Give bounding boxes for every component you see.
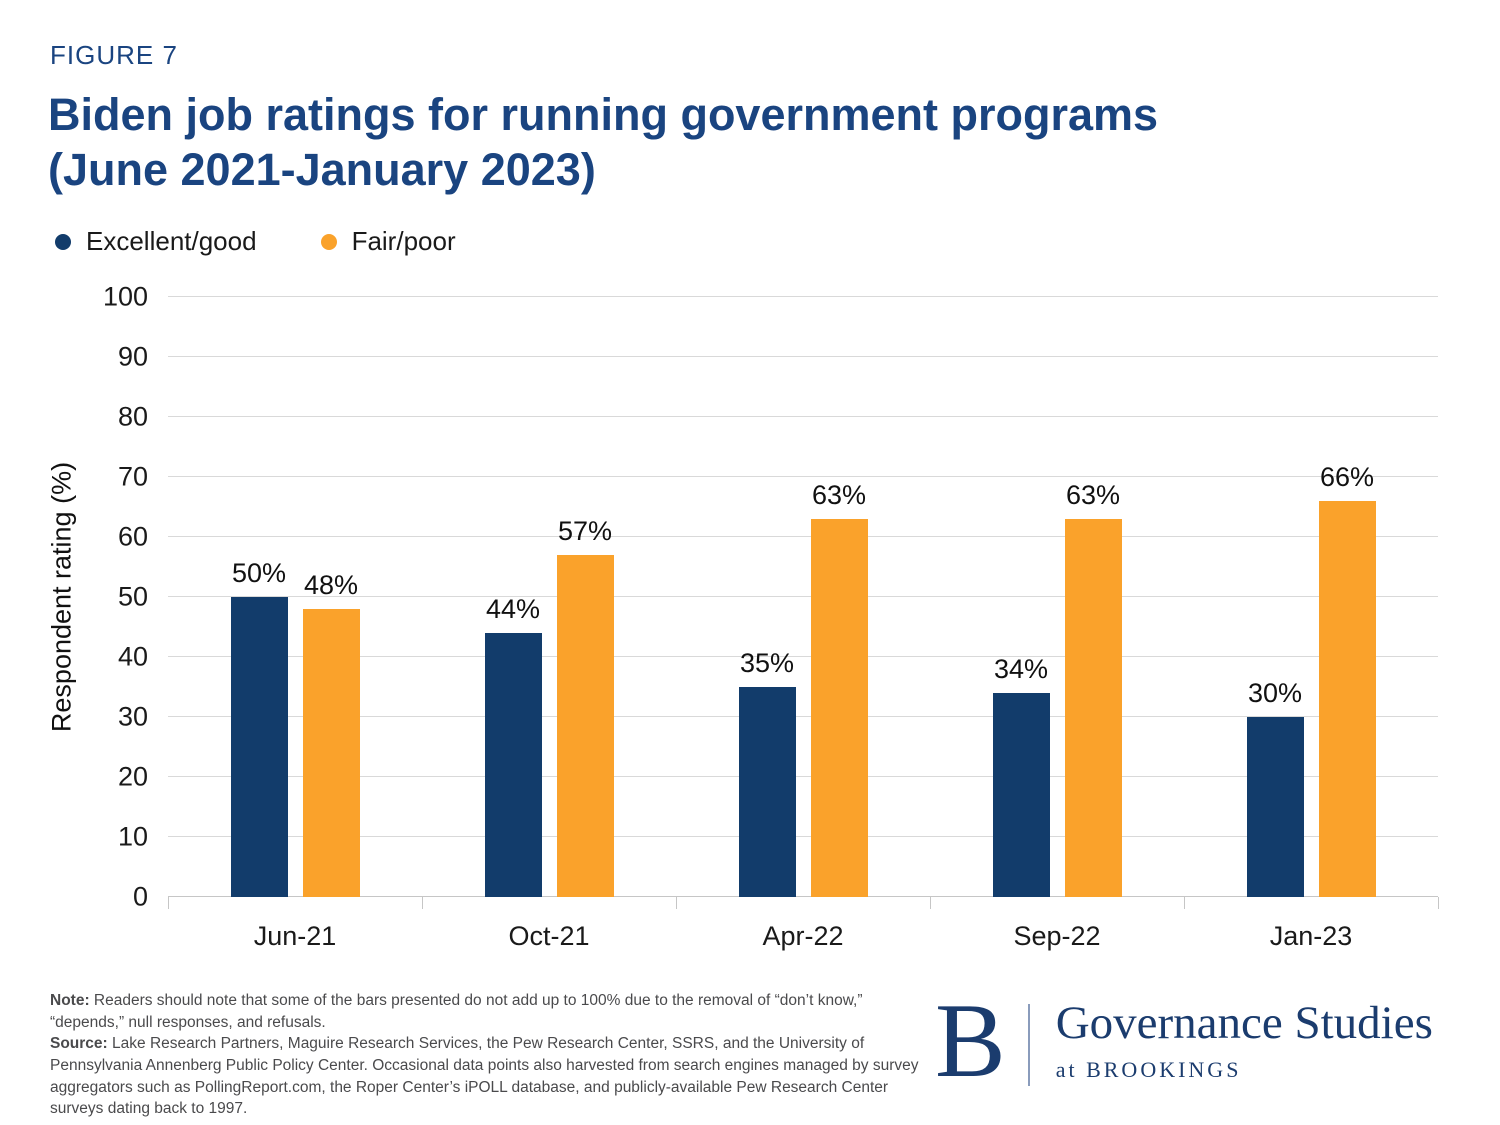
bar-Sep-22-fair-poor [1064,519,1122,897]
bar-value-label: 48% [303,570,359,600]
gridline-10 [168,836,1438,837]
chart-title: Biden job ratings for running government… [48,89,1159,195]
y-tick-label-50: 50 [117,581,148,612]
source-label: Source: [50,1035,108,1053]
plot-area: 50% 48% Jun-21 44% 57% Oct-21 35% 63% Apr-22 34% 6… [168,296,1439,951]
y-axis-tick-labels: 0 10 20 30 40 50 60 70 80 90 100 [70,283,148,910]
bar-value-label: 57% [557,516,613,546]
gridline-40 [168,656,1438,657]
note-text: Readers should note that some of the bar… [50,992,863,1031]
y-tick-label-0: 0 [132,881,148,912]
bar-Jun-21-fair-poor [302,609,360,897]
bar-value-label: 63% [811,480,867,510]
legend-dot-fair-poor-icon [320,233,337,250]
source-paragraph: Source: Lake Research Partners, Maguire … [50,1033,930,1120]
figure-number-label: FIGURE 7 [50,40,178,70]
gridline-80 [168,416,1438,417]
x-axis-label-jan-23: Jan-23 [1269,921,1353,951]
bar-Jun-21-excellent-good [230,597,288,897]
gridline-90 [168,356,1438,357]
bar-value-label: 44% [485,594,541,624]
logo-subtitle: at BROOKINGS [1055,1057,1242,1082]
y-tick-label-30: 30 [117,701,148,732]
legend-item-fair-poor: Fair/poor [320,226,456,257]
bar-Oct-21-fair-poor [556,555,614,897]
y-tick-label-80: 80 [117,401,148,432]
bar-value-label: 34% [993,654,1049,684]
legend-dot-excellent-good-icon [55,233,71,250]
x-axis-tick [422,897,423,909]
x-axis-tick [1184,897,1185,909]
y-tick-label-100: 100 [102,281,148,312]
footnotes: Note: Readers should note that some of t… [50,990,930,1120]
x-axis-tick [168,897,169,909]
gridline-50 [168,596,1438,597]
bar-Jan-23-excellent-good [1246,717,1304,897]
chart-legend: Excellent/good Fair/poor [55,226,456,257]
bar-Apr-22-fair-poor [810,519,868,897]
bar-Apr-22-excellent-good [738,687,796,897]
gridline-0 [168,896,1438,897]
y-tick-label-40: 40 [117,641,148,672]
bar-value-label: 35% [739,648,795,678]
x-axis-label-jun-21: Jun-21 [253,921,337,951]
bar-Jan-23-fair-poor [1318,501,1376,897]
y-tick-label-90: 90 [117,341,148,372]
legend-label: Fair/poor [351,226,456,256]
bar-value-label: 50% [231,558,287,588]
x-axis-label-apr-22: Apr-22 [762,921,844,951]
note-paragraph: Note: Readers should note that some of t… [50,990,930,1033]
bar-value-label: 30% [1247,678,1303,708]
y-tick-label-10: 10 [117,821,148,852]
bar-value-label: 63% [1065,480,1121,510]
x-axis-label-oct-21: Oct-21 [508,921,590,951]
gridline-70 [168,476,1438,477]
gridline-20 [168,776,1438,777]
logo-text: Governance Studies at BROOKINGS [1056,1000,1433,1083]
x-axis-tick [930,897,931,909]
brookings-b-monogram-icon: B [935,982,1006,1099]
x-axis-label-sep-22: Sep-22 [1013,921,1101,951]
logo-title: Governance Studies [1055,997,1433,1049]
logo-divider [1027,1004,1030,1086]
gridline-100 [168,296,1438,297]
bar-Oct-21-excellent-good [484,633,542,897]
legend-label: Excellent/good [86,226,257,256]
note-label: Note: [50,992,90,1009]
bar-Sep-22-excellent-good [992,693,1050,897]
bar-value-label: 66% [1319,462,1375,492]
bar-chart: Respondent rating (%) 0 10 20 30 40 50 60 70 80 9… [0,270,1500,970]
brookings-logo: B Governance Studies at BROOKINGS [935,982,1433,1099]
y-tick-label-20: 20 [117,761,148,792]
gridline-30 [168,716,1438,717]
gridline-60 [168,536,1438,537]
y-tick-label-70: 70 [117,461,148,492]
legend-item-excellent-good: Excellent/good [55,226,257,257]
x-axis-tick [676,897,677,909]
y-tick-label-60: 60 [117,521,148,552]
x-axis-tick [1438,897,1439,909]
source-text: Lake Research Partners, Maguire Research… [50,1035,919,1118]
